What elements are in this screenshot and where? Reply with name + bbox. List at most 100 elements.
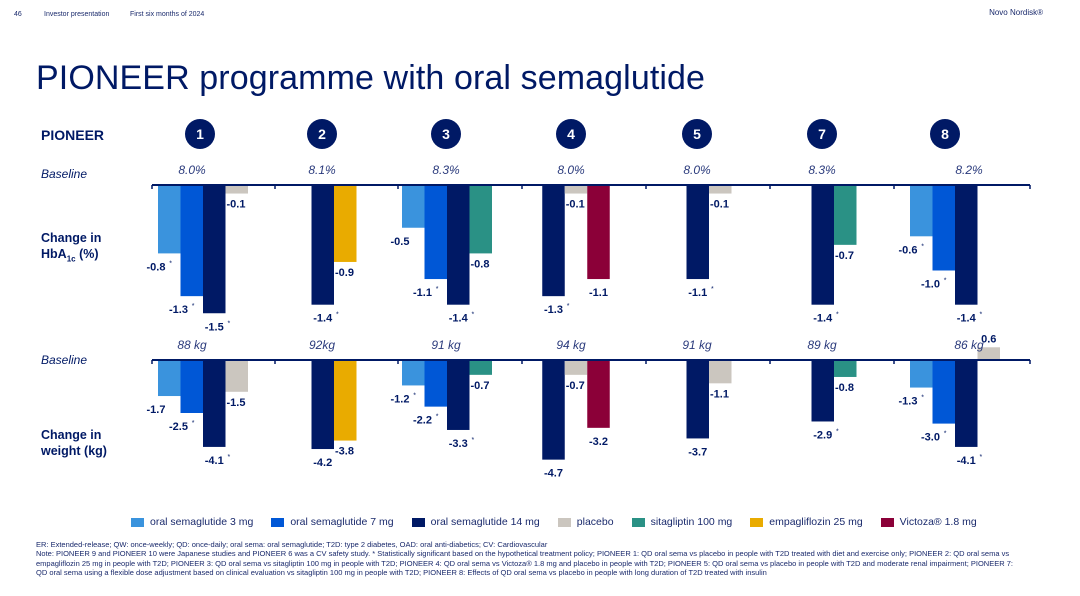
significance-marker: * — [944, 278, 947, 285]
hba1c-value-label: -0.7 — [835, 250, 854, 262]
weight-baseline-value: 92kg — [309, 338, 335, 352]
footnote-notes: Note: PIONEER 9 and PIONEER 10 were Japa… — [36, 549, 1013, 577]
weight-value-label: -1.1 — [710, 388, 729, 400]
weight-baseline-value: 89 kg — [807, 338, 837, 352]
weight-bar-trial8-sema14 — [955, 360, 978, 447]
weight-value-label: -3.8 — [335, 446, 354, 458]
hba1c-value-label: -1.3 — [544, 304, 563, 316]
weight-value-label: -2.2 — [413, 415, 432, 427]
weight-axis-label: Change in weight (kg) — [41, 427, 107, 459]
hba1c-value-label: -1.4 — [813, 313, 833, 325]
hba1c-bar-trial7-sema14 — [811, 185, 834, 305]
significance-marker: * — [979, 454, 982, 461]
hba1c-value-label: -1.4 — [957, 313, 977, 325]
hba1c-value-label: -0.9 — [335, 267, 354, 279]
weight-bar-trial1-sema3 — [158, 360, 181, 397]
hba1c-bar-trial8-sema3 — [910, 185, 933, 237]
pioneer-trial-number: 8 — [941, 126, 949, 142]
legend-swatch-sema14 — [411, 517, 425, 527]
hba1c-value-label: -1.1 — [589, 287, 608, 299]
hba1c-baseline-value: 8.1% — [308, 163, 336, 177]
legend-label: empagliflozin 25 mg — [769, 516, 863, 528]
hba1c-bar-trial8-sema14 — [955, 185, 978, 305]
weight-value-label: -3.0 — [921, 432, 940, 444]
pioneer-bar-charts: 1 2 3 4 5 7 8-0.8 *-1.3 *-1.5 *-0.18.0%-1.4 *-0.98… — [147, 119, 1031, 480]
hba1c-bar-trial4-victoza — [587, 185, 610, 280]
legend-item-sema3: oral semaglutide 3 mg — [131, 516, 253, 528]
significance-marker: * — [192, 420, 195, 427]
significance-marker: * — [944, 431, 947, 438]
significance-marker: * — [413, 392, 416, 399]
hba1c-baseline-value: 8.2% — [955, 163, 983, 177]
hba1c-bar-trial3-sitagliptin — [469, 185, 492, 254]
hba1c-value-label: -1.1 — [413, 287, 432, 299]
hba1c-value-label: -1.1 — [688, 287, 707, 299]
weight-value-label: -3.3 — [449, 438, 468, 450]
weight-value-label: -1.3 — [899, 396, 918, 408]
weight-bar-trial3-sema7 — [424, 360, 447, 407]
weight-bar-trial3-sema3 — [402, 360, 425, 386]
weight-value-label: -4.1 — [205, 455, 224, 467]
footnotes: ER: Extended-release; QW: once-weekly; Q… — [36, 540, 1026, 577]
pioneer-trial-badge-3 — [431, 119, 461, 149]
hba1c-label-line1: Change in — [41, 231, 102, 245]
legend-label: oral semaglutide 14 mg — [430, 516, 540, 528]
weight-bar-trial4-sema14 — [542, 360, 565, 460]
hba1c-baseline-value: 8.0% — [683, 163, 711, 177]
hba1c-value-label: -1.3 — [169, 304, 188, 316]
significance-marker: * — [169, 260, 172, 267]
weight-value-label: -4.2 — [313, 457, 332, 469]
reporting-period: First six months of 2024 — [130, 11, 205, 18]
legend-label: Victoza® 1.8 mg — [899, 516, 977, 528]
pioneer-trial-number: 7 — [818, 126, 826, 142]
hba1c-label-main: HbA — [41, 247, 67, 261]
pioneer-trial-number: 3 — [442, 126, 450, 142]
legend-item-empagliflozin: empagliflozin 25 mg — [750, 516, 863, 528]
legend-swatch-victoza — [880, 517, 894, 527]
weight-bar-trial3-sema14 — [447, 360, 470, 430]
pioneer-trial-number: 5 — [693, 126, 701, 142]
legend-swatch-empagliflozin — [750, 517, 764, 527]
weight-bar-trial4-victoza — [587, 360, 610, 428]
pioneer-trial-badge-4 — [556, 119, 586, 149]
hba1c-bar-trial4-sema14 — [542, 185, 565, 297]
hba1c-axis-label: Change in HbA1c (%) — [41, 230, 101, 268]
weight-baseline-value: 94 kg — [556, 338, 586, 352]
brand-logo-text: Novo Nordisk® — [989, 8, 1043, 17]
weight-bar-trial1-sema7 — [180, 360, 203, 413]
significance-marker: * — [192, 303, 195, 310]
page-number: 46 — [14, 11, 22, 18]
footnote-abbreviations: ER: Extended-release; QW: once-weekly; Q… — [36, 540, 548, 549]
weight-baseline-label: Baseline — [41, 353, 88, 367]
weight-bar-trial7-sitagliptin — [834, 360, 857, 377]
legend-item-placebo: placebo — [557, 516, 614, 528]
weight-baseline-value: 88 kg — [177, 338, 207, 352]
weight-value-label: -3.7 — [688, 446, 707, 458]
hba1c-bar-trial3-sema14 — [447, 185, 470, 305]
weight-bar-trial2-sema14 — [311, 360, 334, 450]
weight-bar-trial8-placebo — [977, 347, 1000, 360]
hba1c-baseline-value: 8.0% — [557, 163, 585, 177]
weight-baseline-value: 91 kg — [431, 338, 461, 352]
hba1c-bar-trial1-sema3 — [158, 185, 181, 254]
hba1c-label-subscript: 1c — [66, 254, 76, 264]
weight-value-label: 0.6 — [981, 333, 996, 345]
legend-label: sitagliptin 100 mg — [650, 516, 733, 528]
legend-item-sitagliptin: sitagliptin 100 mg — [631, 516, 733, 528]
weight-baseline-value: 86 kg — [954, 338, 984, 352]
hba1c-baseline-value: 8.3% — [432, 163, 460, 177]
legend-item-victoza: Victoza® 1.8 mg — [880, 516, 977, 528]
significance-marker: * — [836, 428, 839, 435]
weight-baseline-value: 91 kg — [682, 338, 712, 352]
legend-item-sema14: oral semaglutide 14 mg — [411, 516, 540, 528]
hba1c-value-label: -0.1 — [227, 199, 246, 211]
pioneer-trial-number: 1 — [196, 126, 204, 142]
significance-marker: * — [227, 320, 230, 327]
hba1c-bar-trial3-sema3 — [402, 185, 425, 228]
weight-bar-trial1-placebo — [225, 360, 248, 392]
hba1c-bar-trial1-sema7 — [180, 185, 203, 297]
significance-marker: * — [436, 414, 439, 421]
hba1c-bar-trial1-placebo — [225, 185, 248, 194]
legend-label: placebo — [576, 516, 614, 528]
pioneer-trial-number: 2 — [318, 126, 326, 142]
